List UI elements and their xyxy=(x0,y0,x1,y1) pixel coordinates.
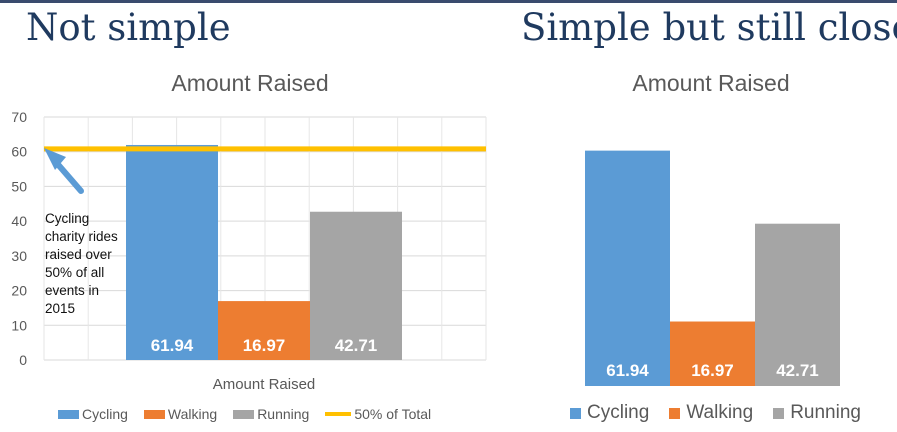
legend-swatch-walking xyxy=(143,409,165,419)
y-tick-label: 10 xyxy=(11,317,27,333)
bar-running xyxy=(310,211,402,360)
data-label-cycling: 61.94 xyxy=(606,361,649,380)
x-axis-label: Amount Raised xyxy=(213,376,316,393)
y-tick-label: 60 xyxy=(11,144,27,160)
bar-walking xyxy=(670,321,755,386)
y-tick-label: 40 xyxy=(11,213,27,229)
right-chart-legend: Cycling Walking Running xyxy=(570,402,881,424)
legend-label-threshold: 50% of Total xyxy=(354,406,432,422)
legend-label-walking: Walking xyxy=(686,402,754,423)
heading-not-simple: Not simple xyxy=(26,6,231,49)
left-chart-title: Amount Raised xyxy=(171,70,329,96)
legend-label-cycling: Cycling xyxy=(587,402,650,423)
data-label-running: 42.71 xyxy=(776,361,819,380)
arrow-icon xyxy=(44,148,66,170)
right-chart-title: Amount Raised xyxy=(632,70,790,96)
legend-swatch-cycling xyxy=(58,409,79,419)
legend-item-running: Running xyxy=(773,402,861,424)
bar-running xyxy=(755,223,840,386)
bar-walking xyxy=(218,301,310,360)
annotation-callout: Cycling charity rides raised over 50% of… xyxy=(45,211,118,316)
y-tick-label: 30 xyxy=(11,248,27,264)
legend-item-cycling: Cycling xyxy=(58,406,128,422)
y-tick-label: 70 xyxy=(11,109,27,125)
bar-cycling xyxy=(126,144,218,360)
legend-label-running: Running xyxy=(257,406,310,422)
legend-item-walking: Walking xyxy=(669,402,753,424)
legend-item-cycling: Cycling xyxy=(570,402,649,424)
y-tick-label: 0 xyxy=(19,352,27,368)
legend-swatch-running xyxy=(233,409,255,419)
left-chart-legend: Cycling Walking Running 50% of Total xyxy=(58,406,447,422)
data-label-walking: 16.97 xyxy=(691,361,734,380)
legend-label-walking: Walking xyxy=(167,406,218,422)
legend-item-threshold: 50% of Total xyxy=(325,406,431,422)
legend-swatch-threshold xyxy=(325,412,352,416)
heading-simple-but-still-closed: Simple but still closed xyxy=(521,6,897,49)
y-tick-label: 50 xyxy=(11,178,27,194)
arrow-shaft xyxy=(52,158,84,194)
data-label-walking: 16.97 xyxy=(243,336,286,355)
legend-swatch-walking xyxy=(669,407,681,419)
legend-item-walking: Walking xyxy=(143,406,218,422)
legend-swatch-running xyxy=(773,407,785,419)
legend-item-running: Running xyxy=(233,406,309,422)
legend-label-cycling: Cycling xyxy=(82,406,128,422)
bar-cycling xyxy=(585,150,670,386)
legend-swatch-cycling xyxy=(570,407,581,419)
data-label-running: 42.71 xyxy=(335,336,378,355)
data-label-cycling: 61.94 xyxy=(151,336,194,355)
legend-label-running: Running xyxy=(790,402,861,423)
top-accent-bar xyxy=(0,0,897,3)
y-tick-label: 20 xyxy=(11,283,27,299)
